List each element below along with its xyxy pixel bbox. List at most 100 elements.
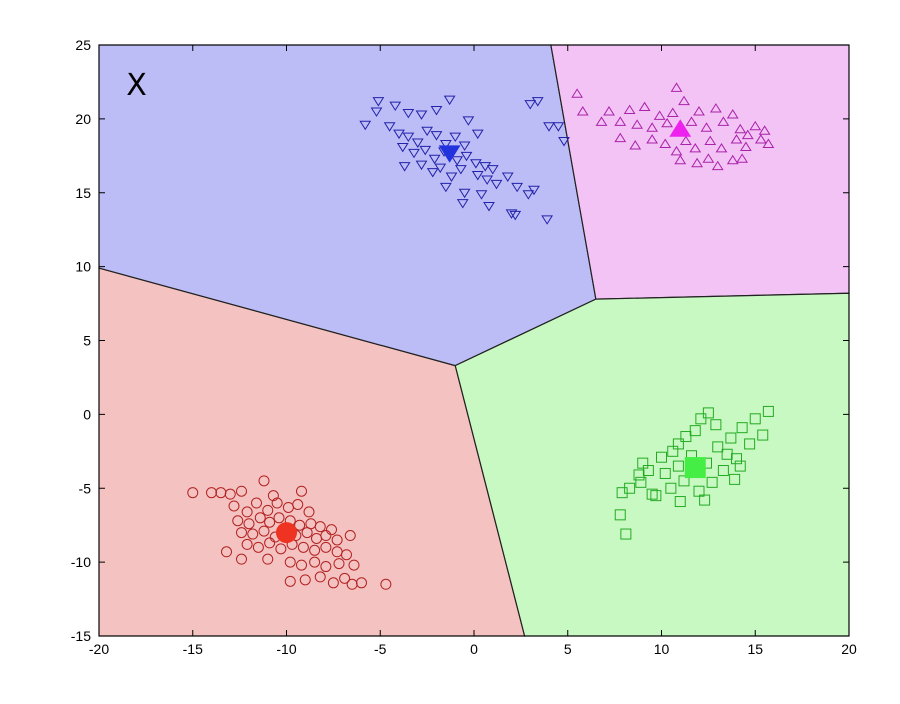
data-point [715, 142, 728, 153]
data-point [762, 405, 774, 417]
annotation-label: X [126, 68, 147, 103]
data-point [402, 132, 415, 143]
data-point [294, 519, 306, 531]
data-point [344, 530, 356, 542]
data-point [333, 558, 345, 570]
data-point [511, 182, 524, 193]
data-point [296, 485, 307, 497]
data-point [734, 123, 747, 134]
data-point [744, 438, 756, 450]
data-point [712, 441, 724, 453]
data-point [428, 154, 441, 165]
data-point [678, 95, 690, 106]
data-point [693, 485, 705, 497]
data-point [327, 577, 339, 589]
region-green [454, 292, 850, 637]
data-point [445, 172, 458, 182]
y-tick-label: 20 [75, 111, 91, 127]
data-point [471, 171, 484, 181]
data-point [762, 138, 775, 148]
data-point [430, 131, 443, 141]
data-point [348, 559, 360, 571]
data-point [187, 487, 199, 499]
data-point [254, 512, 266, 524]
data-point [736, 422, 748, 434]
data-point [666, 107, 679, 117]
x-tick-label: 10 [654, 641, 670, 657]
data-point [552, 122, 565, 132]
data-point [206, 487, 217, 499]
data-point [522, 190, 535, 200]
data-point [284, 575, 296, 587]
data-point [637, 457, 649, 469]
data-point [236, 527, 247, 539]
data-point [232, 515, 244, 527]
centroid-marker [684, 457, 706, 479]
data-point [659, 138, 672, 148]
data-point [451, 156, 464, 166]
data-point [717, 465, 729, 477]
data-point [262, 553, 274, 565]
data-point [646, 122, 659, 132]
data-point [262, 504, 274, 516]
data-point [314, 521, 326, 533]
data-point [702, 153, 715, 163]
data-point [372, 97, 385, 107]
data-point [650, 490, 662, 502]
data-point [706, 476, 718, 488]
data-point [614, 116, 627, 126]
data-point [236, 485, 247, 497]
data-point [758, 125, 771, 135]
data-point [483, 202, 495, 212]
data-point [359, 120, 372, 131]
data-point [524, 100, 537, 110]
x-tick-label: 5 [564, 641, 572, 657]
data-point [614, 132, 627, 143]
data-point [471, 129, 484, 140]
x-axis-ticks: -20 -15 -10 -5 0 5 10 15 20 [89, 45, 857, 657]
y-tick-label: 0 [83, 406, 91, 422]
data-point [633, 469, 645, 481]
data-point [693, 106, 705, 116]
data-point [638, 101, 651, 112]
data-point [689, 142, 702, 153]
region-magenta [550, 44, 850, 300]
data-point [380, 578, 392, 590]
centroid-marker [276, 522, 297, 544]
data-point [595, 116, 608, 126]
cluster-centroids [276, 119, 706, 544]
data-point [672, 438, 684, 450]
data-point [725, 432, 737, 444]
data-point [691, 157, 704, 168]
data-point [314, 571, 326, 583]
data-point [430, 106, 443, 116]
data-point [356, 577, 367, 589]
data-point [370, 107, 383, 117]
data-point [661, 117, 674, 128]
x-tick-label: -10 [276, 641, 296, 657]
data-point [757, 429, 769, 441]
data-point [726, 108, 739, 119]
data-point [299, 574, 311, 586]
data-point [614, 509, 626, 521]
data-point [620, 528, 632, 540]
data-point [297, 541, 309, 553]
y-tick-label: -10 [71, 554, 91, 570]
x-tick-label: 20 [841, 641, 857, 657]
data-point [439, 139, 452, 150]
data-point [296, 559, 307, 571]
data-point [389, 101, 402, 112]
data-point [739, 141, 752, 151]
data-point [689, 425, 701, 437]
data-point [243, 518, 255, 530]
data-point [623, 104, 636, 115]
data-point [531, 97, 544, 107]
data-point [426, 168, 439, 178]
data-point [642, 465, 654, 477]
data-point [665, 482, 677, 494]
data-point [486, 165, 499, 175]
data-point [646, 134, 659, 144]
data-point [695, 413, 707, 425]
data-point [616, 487, 628, 499]
data-point [729, 473, 741, 485]
